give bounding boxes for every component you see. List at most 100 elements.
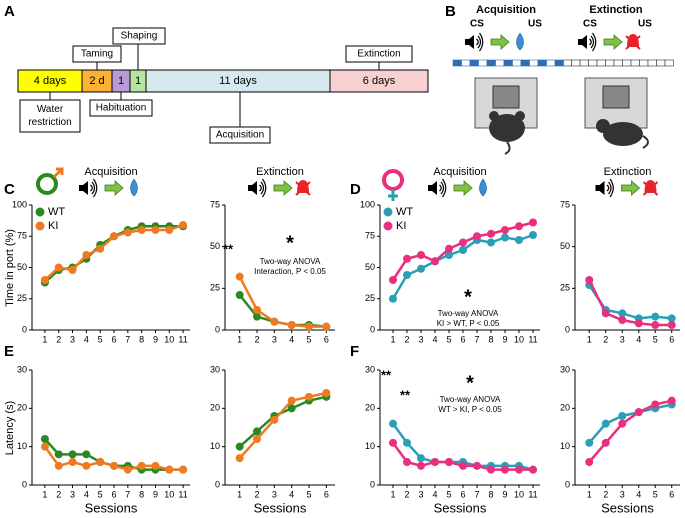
x-tick-label: 5 <box>653 489 658 499</box>
data-point <box>137 226 146 234</box>
annotation: ** <box>381 367 392 382</box>
x-tick-label: 6 <box>111 489 116 499</box>
data-point <box>123 465 132 474</box>
protocol-schematic: B Acquisition Extinction CS US CS US <box>445 3 674 155</box>
data-point <box>529 231 537 239</box>
water-drop-icon <box>479 178 487 197</box>
speaker-icon <box>248 185 252 191</box>
data-point <box>487 229 495 238</box>
callout-box <box>89 99 153 117</box>
x-tick-label: 5 <box>446 489 451 499</box>
female-symbol <box>388 189 398 201</box>
trial-cell <box>546 59 556 67</box>
trial-cell <box>605 59 615 67</box>
data-point <box>151 461 160 470</box>
x-tick-label: 5 <box>653 334 658 344</box>
x-tick-label: 10 <box>164 489 174 499</box>
data-point <box>165 226 174 234</box>
y-tick-label: 75 <box>365 231 375 241</box>
series-line <box>238 276 327 328</box>
data-point <box>403 254 411 263</box>
panel-label: F <box>350 343 359 360</box>
x-tick-label: 2 <box>404 334 409 344</box>
data-point <box>445 458 453 466</box>
data-point <box>287 321 296 329</box>
panel-label: B <box>445 3 456 20</box>
x-tick-label: 5 <box>306 334 311 344</box>
x-axis-label: Sessions <box>601 500 654 515</box>
trial-cell <box>452 59 462 67</box>
data-point <box>137 461 146 470</box>
data-point <box>96 458 105 466</box>
x-tick-label: 3 <box>620 489 625 499</box>
annotation: * <box>466 372 474 394</box>
trial-cell <box>588 59 598 67</box>
data-point <box>270 317 279 326</box>
data-point <box>235 272 244 281</box>
trial-cell <box>630 59 640 67</box>
data-point <box>651 400 660 409</box>
trial-cell <box>656 59 666 67</box>
x-tick-label: 10 <box>514 489 524 499</box>
y-tick-label: 0 <box>565 479 570 489</box>
x-tick-label: 9 <box>153 489 158 499</box>
series-line <box>588 399 673 463</box>
x-tick-label: 6 <box>669 334 674 344</box>
data-point <box>110 232 118 241</box>
x-tick-label: 9 <box>502 334 507 344</box>
x-tick-label: 3 <box>418 334 423 344</box>
data-point <box>40 435 49 443</box>
speaker-icon <box>469 35 474 49</box>
x-tick-label: 10 <box>514 334 524 344</box>
x-tick-label: 7 <box>125 489 130 499</box>
data-point <box>618 412 627 420</box>
annotation: Two-way ANOVA <box>260 257 321 266</box>
sound-wave <box>259 184 262 192</box>
no-reward-icon <box>642 181 659 196</box>
segment-label: 1 <box>118 75 124 87</box>
data-point <box>287 404 296 413</box>
arrow-icon <box>603 34 623 50</box>
speaker-icon <box>252 181 257 195</box>
trial-cell <box>486 59 496 67</box>
chart-title: Acquisition <box>433 166 486 178</box>
y-tick-label: 100 <box>12 199 27 209</box>
data-point <box>459 246 467 254</box>
arrow-icon <box>273 180 293 196</box>
trial-cell <box>503 59 513 67</box>
x-tick-label: 2 <box>56 334 61 344</box>
data-point <box>459 238 467 247</box>
y-tick-label: 20 <box>210 403 220 413</box>
sound-wave <box>262 178 267 198</box>
no-reward-icon <box>644 180 657 193</box>
legend-marker <box>35 221 45 231</box>
y-tick-label: 10 <box>210 441 220 451</box>
data-point <box>459 461 467 470</box>
annotation: Interaction, P < 0.05 <box>254 267 326 276</box>
x-tick-label: 1 <box>237 334 242 344</box>
x-tick-label: 3 <box>272 489 277 499</box>
timeline: A 4 days 2 d 1 1 11 days 6 days Taming S… <box>4 3 429 144</box>
data-point <box>389 419 397 428</box>
trial-cell <box>579 59 589 67</box>
y-tick-label: 30 <box>210 364 220 374</box>
annotation: ** <box>400 387 411 402</box>
y-tick-label: 100 <box>360 199 375 209</box>
data-point <box>417 461 425 470</box>
water-drop-icon <box>516 32 524 51</box>
data-point <box>54 450 63 459</box>
callout-box <box>112 27 166 45</box>
sound-wave <box>476 38 479 46</box>
callout: Shaping <box>121 31 158 42</box>
x-tick-label: 4 <box>636 489 641 499</box>
data-point <box>501 226 509 234</box>
data-point <box>601 309 610 318</box>
speaker-icon <box>582 35 587 49</box>
trial-cell <box>613 59 623 67</box>
callout-lines <box>49 44 380 127</box>
x-tick-label: 9 <box>153 334 158 344</box>
no-reward-icon <box>295 181 311 196</box>
arrow-icon <box>621 180 641 196</box>
x-tick-label: 2 <box>404 489 409 499</box>
